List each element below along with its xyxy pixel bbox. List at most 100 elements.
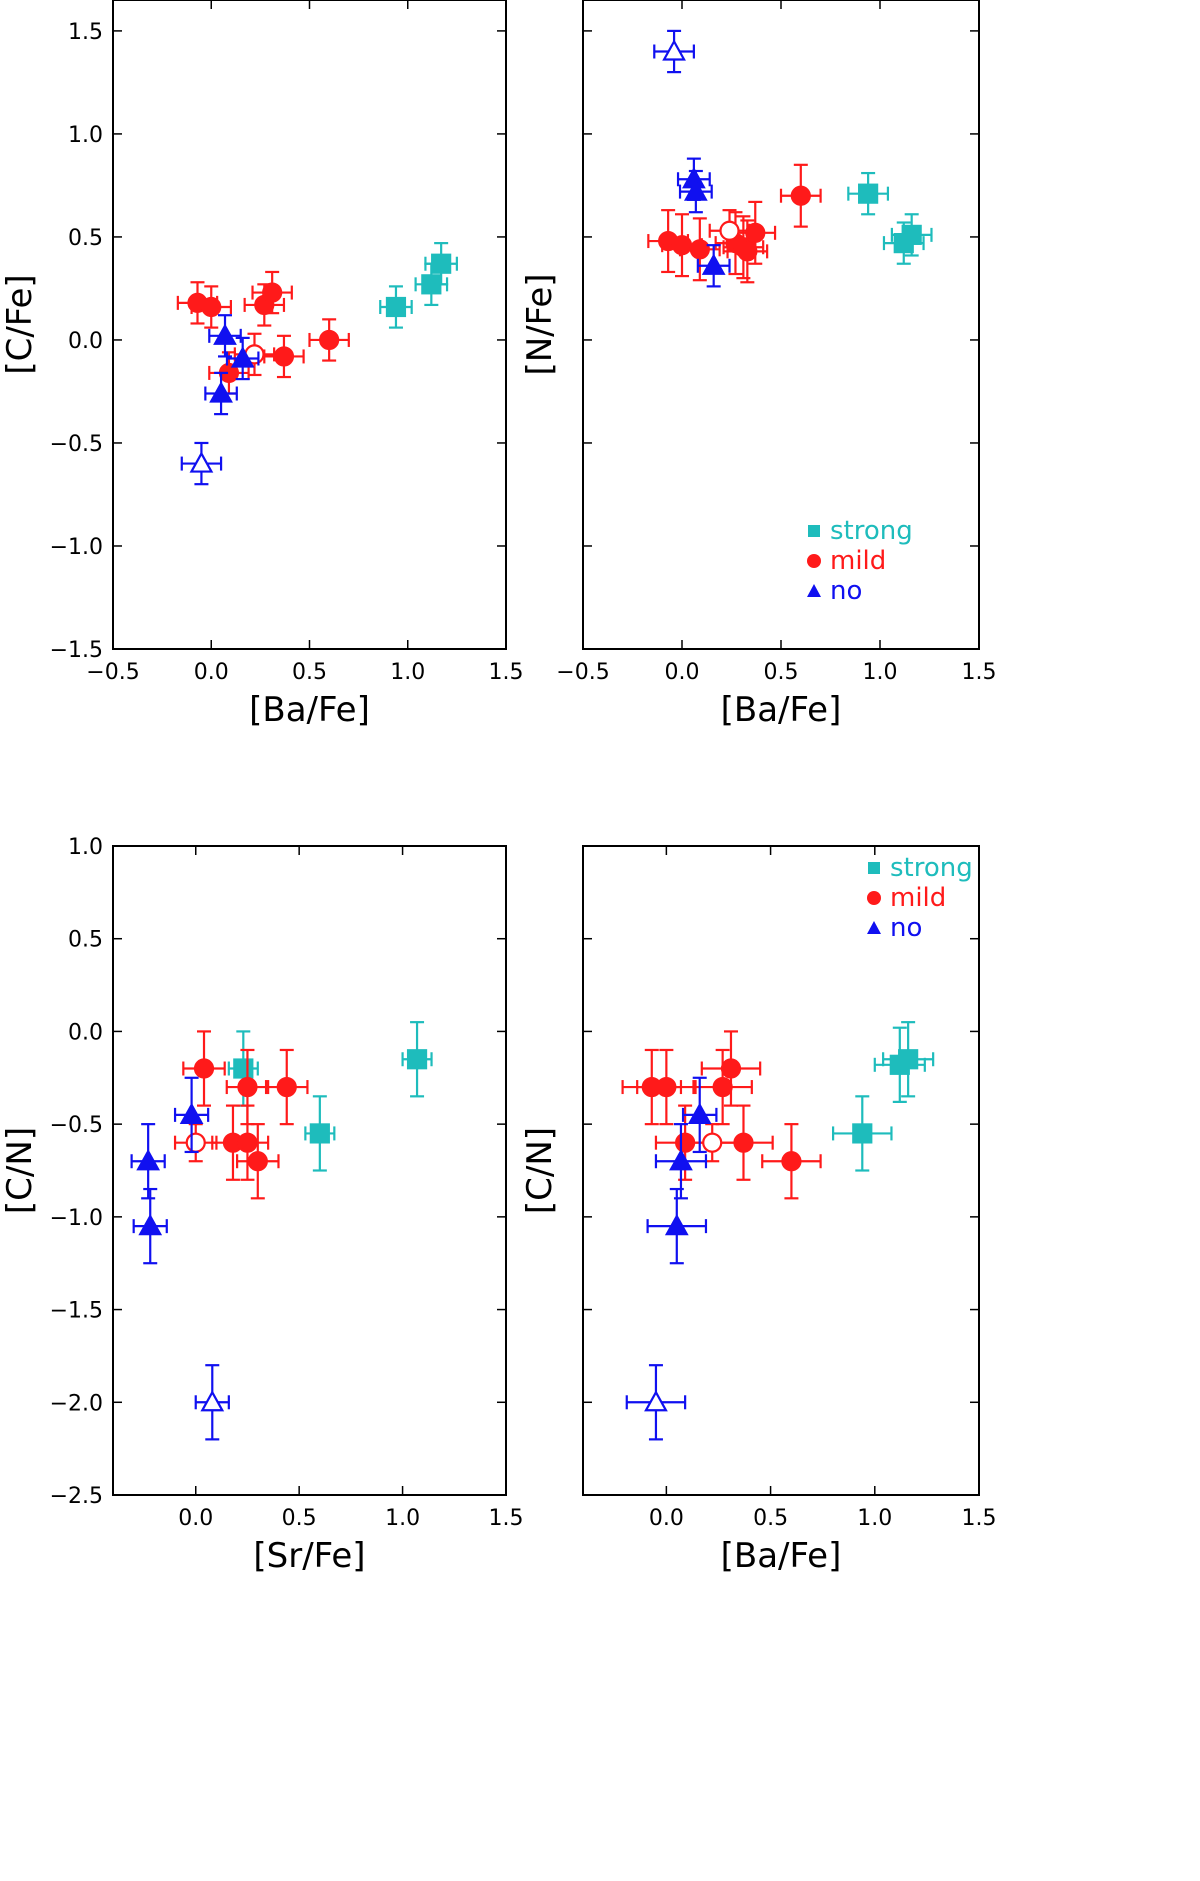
marker-square: [858, 183, 879, 204]
marker-circle: [689, 239, 710, 260]
y-axis-label: [C/N]: [520, 1127, 560, 1214]
marker-triangle: [664, 1213, 689, 1236]
data-point-no: [646, 1187, 708, 1265]
marker-circle: [276, 1076, 297, 1098]
y-tick-label: −2.5: [50, 1484, 103, 1509]
data-point-no: [696, 244, 731, 288]
data-point-mild: [708, 209, 751, 253]
marker-triangle: [138, 1213, 163, 1236]
y-tick-label: −1.5: [50, 1299, 103, 1324]
data-point-mild: [700, 1030, 762, 1107]
marker-triangle: [644, 1390, 668, 1412]
legend-marker-square: [808, 525, 820, 537]
marker-circle: [656, 1076, 677, 1098]
data-point-mild: [263, 334, 305, 379]
legend-label-mild: mild: [830, 546, 886, 576]
marker-circle: [185, 1132, 206, 1153]
data-point-strong: [414, 262, 449, 307]
legend-marker-circle: [867, 891, 881, 905]
x-tick-label: 0.0: [178, 1506, 213, 1531]
marker-square: [233, 1058, 254, 1079]
series-no: [180, 314, 260, 486]
marker-circle: [702, 1132, 723, 1153]
x-tick-label: 1.0: [857, 1506, 892, 1531]
y-tick-label: 0.0: [68, 1020, 103, 1045]
y-tick-label: −1.0: [50, 535, 103, 560]
y-tick-label: 0.5: [68, 226, 103, 251]
x-axis-label: [Ba/Fe]: [721, 690, 842, 730]
marker-circle: [745, 222, 766, 243]
x-axis-label: [Ba/Fe]: [249, 690, 370, 730]
marker-square: [898, 1049, 919, 1070]
legend-label-mild: mild: [890, 883, 946, 913]
x-tick-label: 1.0: [385, 1506, 420, 1531]
marker-square: [406, 1049, 428, 1070]
marker-circle: [201, 296, 222, 318]
legend-marker-triangle: [867, 921, 881, 934]
series-strong: [832, 1021, 935, 1172]
data-point-strong: [401, 1021, 433, 1098]
data-point-strong: [847, 171, 890, 216]
marker-triangle: [213, 323, 237, 345]
marker-circle: [262, 282, 283, 303]
y-tick-label: 1.5: [68, 20, 103, 45]
y-tick-label: 0.5: [68, 928, 103, 953]
marker-square: [309, 1123, 330, 1144]
plot-frame: [582, 0, 980, 650]
y-tick-label: −0.5: [50, 1113, 103, 1138]
panel-cfe-vs-bafe: −0.5 0.0 0.5 1.0 1.5 −1.5 −1.0 −0.5 0.0 0.5 1.0 1.5…: [0, 0, 524, 730]
data-point-no: [180, 441, 223, 486]
x-tick-label: −0.5: [556, 660, 609, 685]
marker-triangle: [179, 1102, 204, 1124]
data-point-mild: [779, 163, 822, 228]
x-tick-label: 0.5: [292, 660, 327, 685]
y-tick-label: −1.0: [50, 1206, 103, 1231]
data-point-no: [225, 336, 260, 381]
plot-frame: [582, 845, 980, 1496]
marker-triangle: [136, 1148, 161, 1171]
marker-square: [852, 1123, 873, 1144]
plot-frame: [112, 0, 507, 650]
series-strong: [847, 171, 933, 265]
marker-circle: [237, 1132, 258, 1153]
series-strong: [227, 1021, 433, 1172]
marker-circle: [193, 1058, 215, 1079]
panel-nfe-vs-bafe: −0.5 0.0 0.5 1.0 1.5 [Ba/Fe] [N/Fe] strongmildn…: [520, 0, 997, 730]
x-tick-label: −0.5: [86, 660, 139, 685]
data-point-mild: [681, 1123, 743, 1163]
series-strong: [379, 242, 458, 329]
x-tick-label: 1.5: [489, 1506, 524, 1531]
y-tick-label: −0.5: [50, 432, 103, 457]
data-point-no: [625, 1364, 687, 1441]
data-point-strong: [304, 1095, 336, 1172]
data-point-mild: [308, 318, 350, 362]
marker-triangle: [209, 381, 233, 403]
series-mild: [621, 1030, 822, 1200]
x-tick-label: 1.0: [390, 660, 425, 685]
marker-triangle: [662, 39, 686, 61]
data-point-no: [204, 371, 238, 416]
series-mild: [647, 163, 822, 284]
data-point-no: [173, 1076, 210, 1154]
data-point-no: [132, 1187, 168, 1265]
marker-circle: [712, 1076, 733, 1098]
marker-triangle: [669, 1148, 693, 1171]
data-point-mild: [251, 270, 293, 315]
x-tick-label: 0.5: [753, 1506, 788, 1531]
marker-square: [385, 296, 407, 318]
legend-marker-square: [868, 862, 880, 874]
x-axis-label: [Sr/Fe]: [253, 1536, 365, 1576]
data-point-mild: [190, 285, 232, 329]
marker-circle: [671, 235, 693, 256]
marker-circle: [719, 220, 740, 241]
data-point-mild: [225, 1104, 270, 1181]
marker-circle: [237, 1076, 258, 1098]
data-point-no: [653, 29, 695, 74]
marker-square: [431, 253, 452, 274]
data-point-no: [130, 1123, 166, 1200]
data-point-strong: [890, 213, 933, 257]
